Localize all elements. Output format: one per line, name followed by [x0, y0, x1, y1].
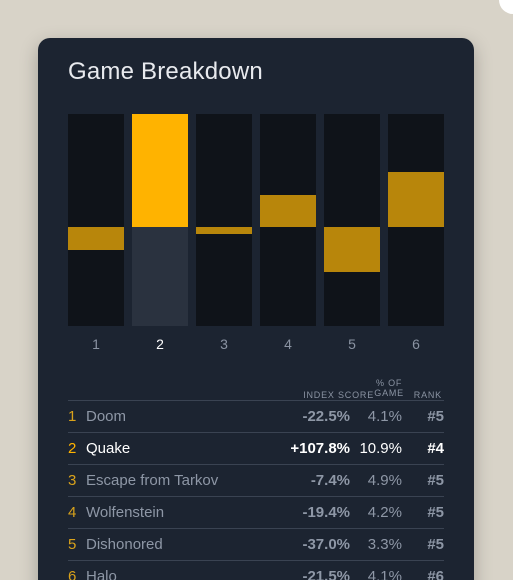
bar-column-6[interactable]: [388, 114, 444, 326]
table-row[interactable]: 3 Escape from Tarkov -7.4% 4.9% #5: [68, 465, 444, 497]
rank: #6: [427, 568, 444, 580]
bar-column-1[interactable]: [68, 114, 124, 326]
window-corner: [499, 0, 513, 14]
pct-of-game: 3.3%: [367, 536, 402, 553]
header-pct-of-game: % OF GAME: [374, 378, 404, 398]
rank: #5: [427, 536, 444, 553]
pct-of-game: 4.1%: [367, 568, 402, 580]
x-label-6[interactable]: 6: [412, 336, 420, 352]
table-row[interactable]: 1 Doom -22.5% 4.1% #5: [68, 401, 444, 433]
pct-of-game: 4.2%: [367, 504, 402, 521]
x-label-5[interactable]: 5: [348, 336, 356, 352]
bar-6: [388, 172, 444, 227]
game-name: Dishonored: [86, 536, 163, 553]
x-axis-labels: 1 2 3 4 5 6: [68, 336, 444, 356]
game-name: Escape from Tarkov: [86, 472, 219, 489]
x-label-4[interactable]: 4: [284, 336, 292, 352]
rank: #5: [427, 504, 444, 521]
x-label-2[interactable]: 2: [156, 336, 164, 352]
index-score: +107.8%: [290, 440, 350, 457]
pct-of-game: 4.9%: [367, 472, 402, 489]
bar-column-3[interactable]: [196, 114, 252, 326]
pct-of-game: 4.1%: [367, 408, 402, 425]
x-label-3[interactable]: 3: [220, 336, 228, 352]
game-breakdown-card: Game Breakdown 1 2 3 4 5 6 INDEX SCORE % OF G…: [38, 38, 474, 580]
bar-4: [260, 195, 316, 227]
table-row[interactable]: 2 Quake +107.8% 10.9% #4: [68, 433, 444, 465]
rank: #4: [427, 440, 444, 457]
bar-chart: [68, 114, 444, 326]
row-number: 1: [68, 408, 77, 425]
table-header: INDEX SCORE % OF GAME RANK: [68, 372, 444, 401]
table-row[interactable]: 4 Wolfenstein -19.4% 4.2% #5: [68, 497, 444, 529]
game-name: Doom: [86, 408, 127, 425]
index-score: -22.5%: [302, 408, 350, 425]
header-pct-line1: % OF: [376, 378, 403, 388]
bar-column-4[interactable]: [260, 114, 316, 326]
index-score: -7.4%: [310, 472, 350, 489]
x-label-1[interactable]: 1: [92, 336, 100, 352]
game-name: Halo: [86, 568, 117, 580]
bar-column-2[interactable]: [132, 114, 188, 326]
game-name: Quake: [86, 440, 131, 457]
row-number: 6: [68, 568, 77, 580]
bar-3: [196, 226, 252, 235]
index-score: -21.5%: [302, 568, 350, 580]
index-score: -19.4%: [302, 504, 350, 521]
header-rank: RANK: [413, 390, 442, 400]
rank: #5: [427, 472, 444, 489]
table-row[interactable]: 5 Dishonored -37.0% 3.3% #5: [68, 529, 444, 561]
game-name: Wolfenstein: [86, 504, 165, 521]
table-row[interactable]: 6 Halo -21.5% 4.1% #6: [68, 561, 444, 580]
rank: #5: [427, 408, 444, 425]
row-number: 3: [68, 472, 77, 489]
bar-column-5[interactable]: [324, 114, 380, 326]
row-number: 5: [68, 536, 77, 553]
header-index-score: INDEX SCORE: [303, 390, 374, 400]
bar-5: [324, 226, 380, 272]
card-title: Game Breakdown: [68, 58, 263, 85]
bar-2: [132, 114, 188, 227]
index-score: -37.0%: [302, 536, 350, 553]
row-number: 4: [68, 504, 77, 521]
pct-of-game: 10.9%: [359, 440, 402, 457]
header-pct-line2: GAME: [374, 388, 404, 398]
row-number: 2: [68, 440, 77, 457]
bar-1: [68, 226, 124, 251]
